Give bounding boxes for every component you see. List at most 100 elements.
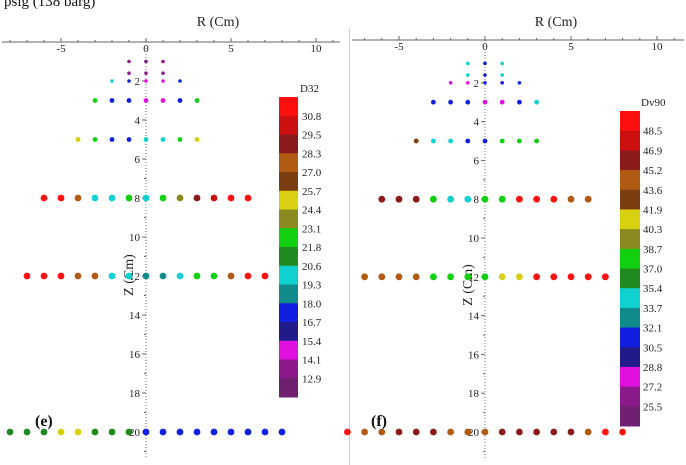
colorbar-segment — [620, 347, 640, 368]
colorbar-label: 12.9 — [302, 373, 322, 385]
y-tick-label: 6 — [474, 155, 480, 167]
x-axis-label: R (Cm) — [535, 15, 578, 30]
data-point — [500, 61, 505, 66]
y-tick-label: 10 — [129, 232, 141, 244]
x-tick-label: 10 — [652, 41, 664, 53]
data-point — [550, 428, 558, 436]
data-point — [177, 98, 183, 103]
data-point — [466, 73, 470, 77]
colorbar-label: 14.1 — [302, 355, 321, 367]
data-point — [261, 428, 269, 436]
colorbar-segment — [620, 170, 640, 191]
data-point — [227, 272, 235, 280]
data-point — [142, 194, 150, 202]
data-point — [412, 195, 420, 203]
colorbar-label: 23.1 — [302, 223, 321, 235]
data-point — [584, 195, 592, 203]
data-point — [466, 81, 470, 85]
colorbar-segment — [279, 134, 298, 154]
data-point — [57, 428, 65, 436]
data-point — [431, 99, 436, 105]
data-point — [413, 138, 419, 144]
y-tick-label: 4 — [474, 117, 480, 129]
colorbar-label: 48.5 — [643, 126, 663, 138]
data-point — [177, 137, 183, 142]
data-point — [227, 428, 235, 436]
x-tick-label: -5 — [56, 43, 66, 55]
data-point — [533, 195, 540, 203]
data-point — [464, 195, 472, 203]
data-point — [584, 273, 592, 281]
data-point — [431, 138, 436, 144]
colorbar-segment — [279, 153, 298, 173]
data-point — [109, 137, 115, 142]
colorbar-label: 43.6 — [643, 185, 663, 197]
panel-divider — [349, 28, 350, 465]
data-point — [533, 428, 540, 436]
colorbar-label: 28.3 — [302, 148, 322, 160]
data-point — [483, 73, 487, 77]
data-point — [448, 99, 453, 105]
data-point — [378, 273, 386, 281]
x-tick-label: 10 — [311, 43, 323, 55]
data-point — [110, 79, 114, 83]
y-tick-label: 4 — [135, 115, 141, 127]
y-tick-label: 16 — [468, 349, 480, 361]
data-point — [92, 137, 98, 142]
data-point — [395, 273, 403, 281]
figure-header-text: psig (138 barg) — [4, 0, 96, 10]
colorbar-label: 25.5 — [643, 401, 663, 413]
data-point — [193, 272, 201, 280]
y-tick-label: 6 — [135, 154, 141, 166]
data-point — [161, 79, 165, 83]
data-point — [430, 273, 437, 281]
data-point — [498, 428, 506, 436]
y-tick-label: 8 — [474, 194, 480, 206]
colorbar-title: Dv90 — [641, 97, 666, 109]
data-point — [517, 138, 522, 144]
data-point — [465, 138, 471, 144]
y-tick-label: 12 — [468, 272, 479, 284]
data-point — [108, 194, 116, 202]
data-point — [127, 59, 131, 64]
y-tick-label: 14 — [129, 310, 141, 322]
data-point — [481, 273, 489, 281]
colorbar-segment — [279, 265, 298, 285]
data-point — [142, 272, 150, 280]
x-tick-label: -5 — [394, 41, 404, 53]
colorbar-segment — [279, 247, 298, 267]
data-point — [483, 61, 487, 66]
data-point — [567, 428, 575, 436]
x-axis-label: R (Cm) — [197, 15, 240, 30]
colorbar-label: 32.1 — [643, 323, 662, 335]
data-point — [57, 194, 65, 202]
colorbar-segment — [620, 130, 640, 151]
data-point — [127, 79, 131, 83]
data-point — [193, 428, 201, 436]
colorbar-segment — [279, 340, 298, 360]
data-point — [160, 98, 166, 103]
colorbar-label: 41.9 — [643, 204, 663, 216]
y-tick-label: 8 — [135, 193, 141, 205]
colorbar-segment — [620, 268, 640, 289]
data-point — [144, 79, 148, 83]
data-point — [160, 137, 166, 142]
data-point — [143, 137, 149, 142]
colorbar-label: 18.0 — [302, 298, 322, 310]
colorbar-segment — [279, 322, 298, 342]
data-point — [91, 428, 99, 436]
data-point — [40, 428, 48, 436]
data-point — [567, 195, 575, 203]
colorbar-segment — [620, 111, 640, 132]
data-point — [482, 99, 488, 105]
data-point — [430, 428, 437, 436]
data-point — [447, 273, 454, 281]
data-point — [498, 273, 506, 281]
data-point — [194, 98, 200, 103]
data-point — [176, 194, 184, 202]
data-point — [74, 272, 82, 280]
data-point — [412, 428, 420, 436]
data-point — [161, 71, 165, 75]
data-point — [516, 195, 523, 203]
